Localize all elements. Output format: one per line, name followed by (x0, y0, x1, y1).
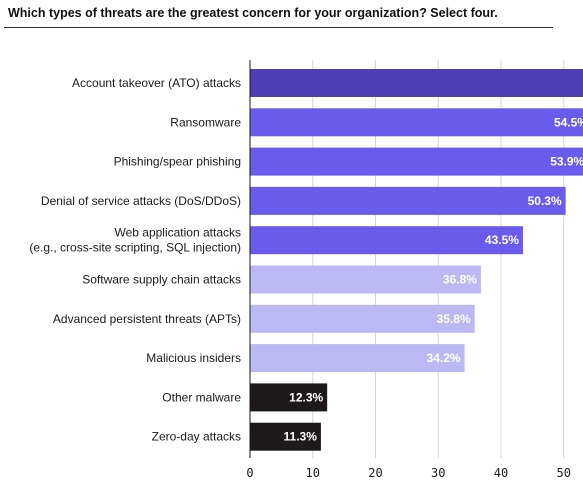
bar-value-label: 36.8% (443, 273, 477, 287)
bar (250, 108, 583, 137)
bar-value-label: 11.3% (284, 430, 318, 444)
x-tick-label: 50 (557, 466, 571, 480)
bar-value-label: 34.2% (427, 351, 461, 365)
bar-value-label: 35.8% (437, 312, 471, 326)
x-tick-label: 40 (494, 466, 508, 480)
bar-value-label: 43.5% (485, 233, 519, 247)
bar (250, 69, 583, 97)
category-label: Malicious insiders (146, 351, 241, 365)
bar-value-label: 50.3% (528, 194, 562, 208)
bar-value-label: 53.9% (550, 155, 583, 169)
bar (250, 265, 481, 294)
category-label: Advanced persistent threats (APTs) (53, 312, 241, 326)
bar (250, 344, 465, 373)
category-label: Web application attacks (e.g., cross-site… (29, 226, 241, 255)
chart-title: Which types of threats are the greatest … (8, 6, 498, 20)
bar (250, 383, 328, 412)
bar (250, 422, 321, 451)
category-label: Zero-day attacks (152, 430, 241, 444)
category-label: Software supply chain attacks (82, 273, 241, 287)
bar-value-label: 12.3% (289, 390, 323, 404)
title-divider (4, 27, 553, 28)
bar (250, 186, 566, 215)
category-label: Denial of service attacks (DoS/DDoS) (41, 194, 241, 208)
category-label: Account takeover (ATO) attacks (72, 76, 241, 90)
x-tick-label: 30 (431, 466, 445, 480)
category-label: Other malware (162, 390, 241, 404)
x-tick-label: 0 (246, 466, 253, 480)
category-label: Phishing/spear phishing (114, 155, 241, 169)
x-tick-label: 20 (368, 466, 382, 480)
bar (250, 304, 475, 333)
x-tick-label: 10 (306, 466, 320, 480)
bar-value-label: 54.5% (554, 115, 583, 129)
bar (250, 147, 583, 176)
bar (250, 226, 523, 255)
category-label: Ransomware (170, 115, 241, 129)
